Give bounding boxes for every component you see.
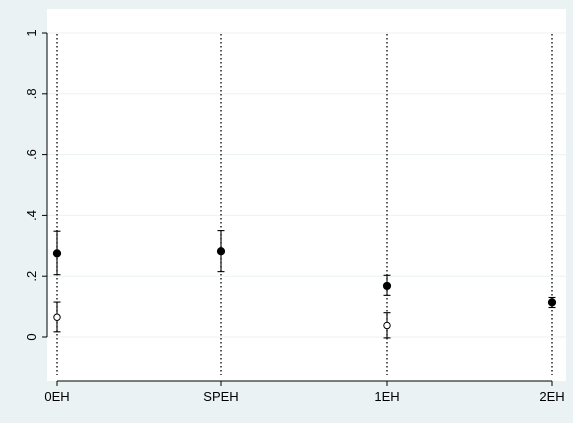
x-tick-label: 2EH	[539, 389, 564, 404]
data-point-hollow	[53, 313, 61, 321]
y-tick-label: .6	[24, 149, 39, 160]
data-point-hollow	[383, 321, 391, 330]
y-tick-label: .2	[24, 271, 39, 282]
y-tick-label: .8	[24, 88, 39, 99]
x-tick-label: 0EH	[44, 389, 69, 404]
data-point-filled	[52, 249, 62, 258]
y-tick-label: 1	[24, 29, 39, 36]
data-point-filled	[382, 281, 392, 291]
x-tick-label: SPEH	[203, 389, 238, 404]
plot-area	[47, 9, 566, 381]
data-point-filled	[547, 298, 557, 307]
x-tick-label: 1EH	[374, 389, 399, 404]
y-tick-label: .4	[24, 210, 39, 221]
y-tick-label: 0	[24, 333, 39, 340]
data-point-filled	[216, 247, 226, 256]
